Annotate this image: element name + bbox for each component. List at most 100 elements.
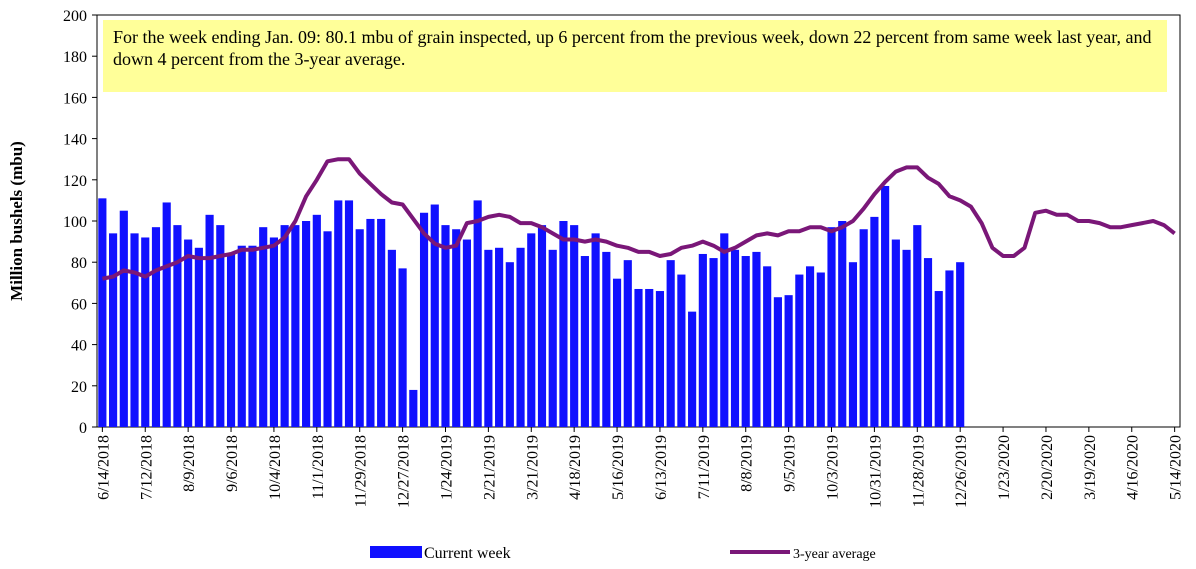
- y-tick-label: 40: [71, 338, 87, 355]
- bar: [141, 237, 150, 427]
- y-tick-label: 180: [63, 49, 87, 66]
- bar: [184, 239, 193, 427]
- bar: [773, 297, 782, 427]
- x-tick-label: 1/23/2020: [996, 435, 1013, 500]
- x-tick-label: 10/4/2018: [267, 435, 284, 500]
- y-tick-label: 60: [71, 296, 87, 313]
- bar: [720, 233, 729, 427]
- x-tick-label: 3/21/2019: [524, 435, 541, 500]
- legend-label: 3-year average: [793, 547, 876, 562]
- bar: [795, 274, 804, 427]
- bar: [859, 229, 868, 427]
- bar: [913, 225, 922, 427]
- bar: [655, 291, 665, 427]
- bar: [312, 214, 321, 427]
- bar: [441, 225, 450, 427]
- bar: [634, 288, 643, 427]
- bar: [623, 260, 632, 427]
- x-tick-label: 9/6/2018: [224, 435, 241, 492]
- bar: [302, 221, 311, 427]
- x-tick-label: 7/11/2019: [696, 435, 713, 499]
- bar: [484, 249, 493, 427]
- x-tick-label: 7/12/2018: [138, 435, 155, 500]
- bar: [805, 266, 815, 427]
- bar: [902, 249, 911, 427]
- bar: [430, 204, 439, 427]
- bar: [291, 225, 300, 427]
- bar: [355, 229, 364, 427]
- bar: [334, 200, 343, 427]
- y-tick-label: 100: [63, 214, 87, 231]
- bar: [527, 233, 536, 427]
- x-tick-label: 4/18/2019: [567, 435, 584, 500]
- bar: [495, 247, 504, 427]
- y-tick-label: 80: [71, 255, 87, 272]
- bar: [741, 256, 750, 427]
- x-tick-label: 9/5/2019: [782, 435, 799, 492]
- annotation: For the week ending Jan. 09: 80.1 mbu of…: [103, 20, 1167, 92]
- bar: [827, 227, 836, 427]
- bar: [323, 231, 332, 427]
- y-tick-label: 160: [63, 90, 87, 107]
- x-tick-label: 8/8/2019: [739, 435, 756, 492]
- bar: [98, 198, 107, 427]
- x-tick-label: 6/13/2019: [653, 435, 670, 500]
- bar: [752, 251, 761, 427]
- bar: [248, 245, 257, 427]
- y-tick-label: 0: [79, 420, 87, 437]
- bar: [151, 227, 161, 427]
- x-tick-label: 11/1/2018: [310, 435, 327, 499]
- bar: [677, 274, 686, 427]
- bar: [645, 288, 654, 427]
- bar: [398, 268, 407, 427]
- x-tick-label: 3/19/2020: [1082, 435, 1099, 500]
- legend-swatch: [370, 546, 422, 558]
- bar: [119, 210, 128, 427]
- bar: [237, 245, 246, 427]
- bar: [452, 229, 461, 427]
- bar: [688, 311, 697, 427]
- bar: [259, 227, 268, 427]
- x-tick-label: 10/31/2019: [867, 435, 884, 508]
- bar: [366, 218, 375, 427]
- bar: [205, 214, 214, 427]
- x-tick-label: 10/3/2019: [825, 435, 842, 500]
- bar: [473, 200, 482, 427]
- bar: [505, 262, 514, 427]
- x-tick-label: 8/9/2018: [181, 435, 198, 492]
- bar: [945, 270, 954, 427]
- x-tick-label: 11/28/2019: [910, 435, 927, 507]
- x-tick-label: 5/14/2020: [1168, 435, 1185, 500]
- x-tick-label: 12/26/2019: [953, 435, 970, 508]
- y-tick-label: 120: [63, 173, 87, 190]
- y-axis-label: Million bushels (mbu): [7, 141, 26, 301]
- bar: [173, 225, 182, 427]
- bar: [666, 260, 675, 427]
- x-tick-label: 2/21/2019: [481, 435, 498, 500]
- x-tick-label: 11/29/2018: [353, 435, 370, 507]
- bar: [419, 212, 429, 427]
- bar: [698, 253, 707, 427]
- bar: [870, 216, 879, 427]
- bar: [548, 249, 557, 427]
- bar: [226, 253, 236, 427]
- bar: [591, 233, 600, 427]
- x-tick-label: 5/16/2019: [610, 435, 627, 500]
- bar: [838, 221, 847, 427]
- bar: [763, 266, 772, 427]
- legend-label: Current week: [424, 545, 511, 562]
- y-tick-label: 20: [71, 379, 87, 396]
- x-tick-label: 4/16/2020: [1125, 435, 1142, 500]
- bar: [816, 272, 825, 427]
- bar: [344, 200, 354, 427]
- x-tick-label: 2/20/2020: [1039, 435, 1056, 500]
- bar: [130, 233, 139, 427]
- x-tick-label: 6/14/2018: [95, 435, 112, 500]
- x-tick-label: 12/27/2018: [396, 435, 413, 508]
- bar: [559, 221, 568, 427]
- bar: [602, 251, 611, 427]
- bar: [784, 295, 793, 427]
- bar: [194, 247, 203, 427]
